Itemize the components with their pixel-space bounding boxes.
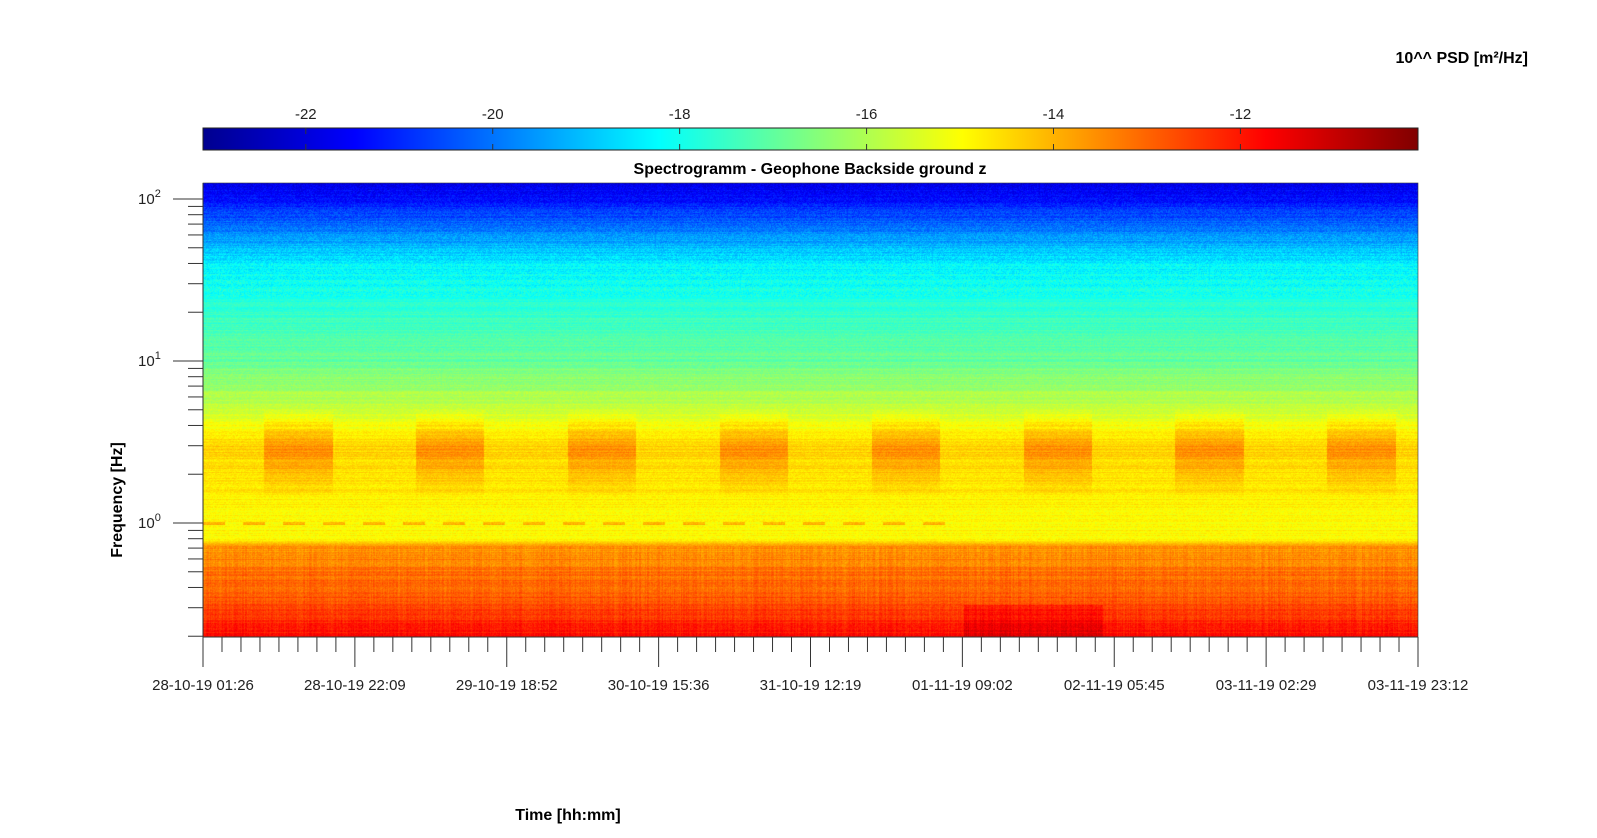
y-tick-label: 102 bbox=[138, 188, 161, 208]
colorbar-tick-label: -12 bbox=[1230, 106, 1252, 123]
x-tick-label: 03-11-19 02:29 bbox=[1216, 677, 1317, 694]
x-tick-label: 28-10-19 22:09 bbox=[304, 677, 406, 694]
y-tick-label: 101 bbox=[138, 350, 161, 370]
y-axis: 100 101 102 bbox=[138, 183, 204, 637]
spectrogram-image-frame bbox=[203, 183, 1418, 637]
x-tick-label: 03-11-19 23:12 bbox=[1368, 677, 1469, 694]
x-tick-label: 31-10-19 12:19 bbox=[760, 677, 862, 694]
y-tick-label: 100 bbox=[138, 512, 161, 532]
x-tick-label: 29-10-19 18:52 bbox=[456, 677, 558, 694]
x-tick-label: 30-10-19 15:36 bbox=[608, 677, 710, 694]
colorbar-label: 10^^ PSD [m²/Hz] bbox=[1396, 50, 1528, 67]
colorbar-tick-label: -22 bbox=[295, 106, 317, 123]
colorbar-tick-label: -14 bbox=[1043, 106, 1065, 123]
colorbar: -22 -20 -18 -16 -14 -12 bbox=[202, 106, 1419, 151]
spectrogram-heatmap bbox=[203, 183, 1418, 637]
colorbar-tick-label: -18 bbox=[669, 106, 691, 123]
x-tick-label: 28-10-19 01:26 bbox=[152, 677, 254, 694]
colorbar-gradient bbox=[202, 127, 1419, 151]
x-tick-label: 02-11-19 05:45 bbox=[1064, 677, 1165, 694]
x-axis: 28-10-19 01:26 28-10-19 22:09 29-10-19 18:… bbox=[152, 636, 1469, 694]
x-axis-label: Time [hh:mm] bbox=[515, 807, 620, 824]
plot-frame bbox=[202, 182, 1419, 638]
colorbar-tick-label: -16 bbox=[856, 106, 878, 123]
y-axis-label: Frequency [Hz] bbox=[109, 442, 126, 558]
x-tick-label: 01-11-19 09:02 bbox=[912, 677, 1013, 694]
colorbar-tick-label: -20 bbox=[482, 106, 504, 123]
chart-title: Spectrogramm - Geophone Backside ground … bbox=[634, 161, 987, 178]
